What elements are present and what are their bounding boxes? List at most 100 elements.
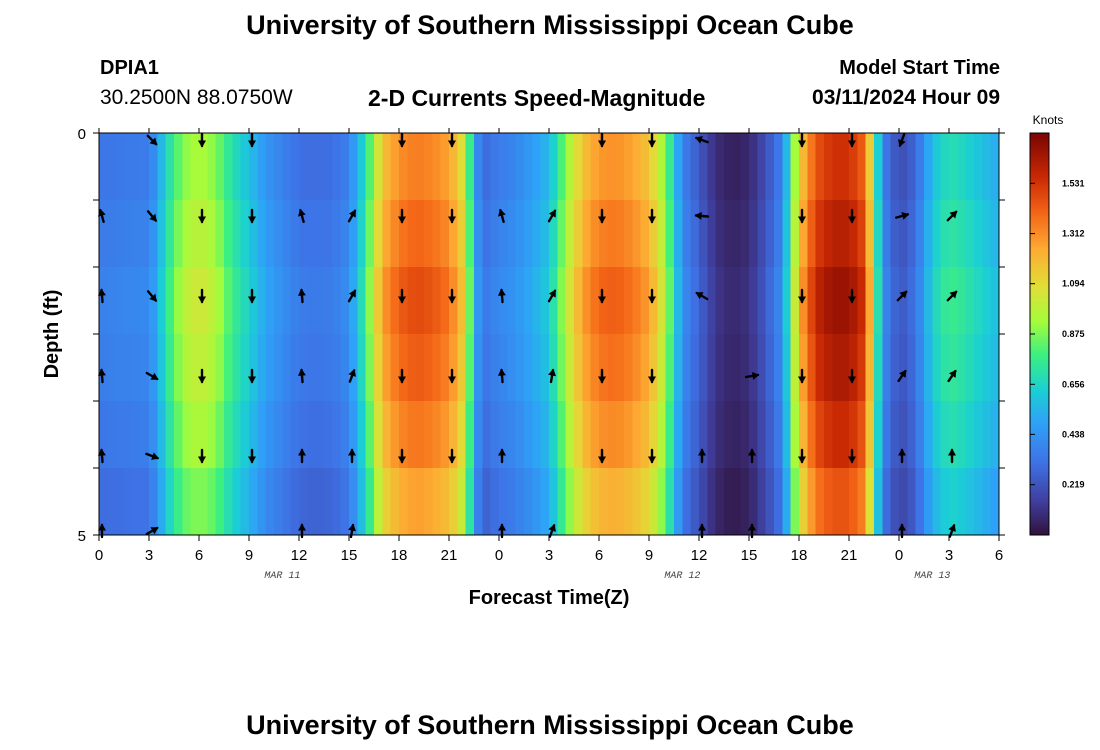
heatmap-cell bbox=[657, 468, 667, 536]
heatmap-cell bbox=[224, 200, 233, 268]
heatmap-cell bbox=[232, 468, 242, 536]
heatmap-cell bbox=[949, 267, 958, 335]
heatmap-cell bbox=[832, 133, 842, 201]
heatmap-cell bbox=[707, 200, 717, 268]
heatmap-cell bbox=[432, 200, 442, 268]
x-tick-label: 12 bbox=[691, 547, 708, 564]
heatmap-cell bbox=[907, 267, 917, 335]
heatmap-cell bbox=[99, 468, 108, 536]
heatmap-cell bbox=[224, 468, 233, 536]
heatmap-cell bbox=[590, 133, 600, 201]
heatmap-cell bbox=[424, 200, 433, 268]
heatmap-cell bbox=[824, 334, 833, 402]
heatmap-cell bbox=[274, 468, 283, 536]
heatmap-cell bbox=[640, 468, 650, 536]
heatmap-cell bbox=[990, 133, 1000, 201]
heatmap-cell bbox=[924, 267, 933, 335]
heatmap-cell bbox=[507, 200, 517, 268]
heatmap-cell bbox=[290, 267, 300, 335]
heatmap-cell bbox=[332, 267, 342, 335]
heatmap-cell bbox=[199, 133, 208, 201]
heatmap-cell bbox=[440, 133, 450, 201]
heatmap-cell bbox=[974, 200, 983, 268]
heatmap-cell bbox=[682, 468, 692, 536]
heatmap-cell bbox=[840, 267, 850, 335]
date-label: MAR 12 bbox=[664, 571, 700, 582]
heatmap-cell bbox=[615, 334, 625, 402]
heatmap-cell bbox=[240, 200, 250, 268]
heatmap-cell bbox=[782, 133, 792, 201]
heatmap-cell bbox=[740, 267, 750, 335]
heatmap-cell bbox=[790, 401, 800, 469]
heatmap-cell bbox=[324, 334, 333, 402]
heatmap-cell bbox=[632, 267, 642, 335]
heatmap-cell bbox=[415, 133, 425, 201]
x-tick-label: 6 bbox=[995, 547, 1003, 564]
heatmap-cell bbox=[415, 334, 425, 402]
heatmap-cell bbox=[365, 267, 375, 335]
heatmap-cell bbox=[582, 267, 592, 335]
heatmap-cell bbox=[665, 267, 675, 335]
heatmap-cell bbox=[624, 334, 633, 402]
heatmap-cell bbox=[715, 334, 725, 402]
heatmap-cell bbox=[482, 334, 492, 402]
heatmap-cell bbox=[349, 401, 358, 469]
current-vector-arrow bbox=[398, 208, 406, 224]
current-vector-arrow bbox=[347, 209, 357, 223]
heatmap-cell bbox=[149, 133, 158, 201]
x-axis: 0 3 6 9 12 15 18 21 0 3 6 9 12 15 18 21 0 3 6 MAR 11 MAR 12 M… bbox=[95, 128, 1003, 582]
heatmap-cell bbox=[874, 200, 883, 268]
heatmap-cell bbox=[715, 200, 725, 268]
heatmap-cell bbox=[332, 401, 342, 469]
heatmap-cell bbox=[907, 133, 917, 201]
heatmap-cell bbox=[115, 334, 125, 402]
heatmap-cell bbox=[440, 267, 450, 335]
heatmap-cell bbox=[932, 267, 942, 335]
heatmap-cell bbox=[574, 334, 583, 402]
colorbar-label: Knots bbox=[1033, 113, 1064, 127]
current-vector-arrow bbox=[248, 132, 256, 148]
heatmap-cell bbox=[857, 133, 867, 201]
heatmap-cell bbox=[399, 200, 408, 268]
heatmap-cell bbox=[590, 401, 600, 469]
heatmap-cell bbox=[174, 401, 183, 469]
heatmap-cell bbox=[415, 267, 425, 335]
heatmap-cell bbox=[632, 200, 642, 268]
heatmap-cell bbox=[290, 200, 300, 268]
heatmap-cell bbox=[490, 401, 500, 469]
heatmap-cell bbox=[657, 267, 667, 335]
heatmap-cell bbox=[940, 334, 950, 402]
heatmap-cell bbox=[532, 267, 542, 335]
heatmap-cell bbox=[240, 401, 250, 469]
heatmap-cell bbox=[282, 200, 292, 268]
heatmap-cell bbox=[449, 401, 458, 469]
heatmap-cell bbox=[882, 200, 892, 268]
heatmap-cell bbox=[157, 468, 167, 536]
heatmap-cell bbox=[524, 133, 533, 201]
heatmap-cell bbox=[790, 267, 800, 335]
heatmap-cell bbox=[674, 200, 683, 268]
heatmap-cell bbox=[957, 133, 967, 201]
heatmap-cell bbox=[115, 468, 125, 536]
heatmap-cell bbox=[907, 334, 917, 402]
heatmap-cell bbox=[790, 334, 800, 402]
heatmap-cell bbox=[715, 468, 725, 536]
heatmap-cell bbox=[374, 334, 383, 402]
heatmap-cell bbox=[382, 200, 392, 268]
heatmap-cell bbox=[882, 401, 892, 469]
heatmap-cell bbox=[182, 334, 192, 402]
heatmap-cell bbox=[307, 200, 317, 268]
heatmap-cell bbox=[365, 468, 375, 536]
heatmap-cell bbox=[682, 334, 692, 402]
heatmap-cell bbox=[790, 133, 800, 201]
x-tick-label: 15 bbox=[341, 547, 358, 564]
heatmap-cell bbox=[340, 401, 350, 469]
heatmap-cell bbox=[340, 468, 350, 536]
heatmap-cell bbox=[215, 468, 225, 536]
heatmap-cell bbox=[149, 468, 158, 536]
heatmap-cell bbox=[949, 334, 958, 402]
heatmap-cell bbox=[874, 267, 883, 335]
heatmap-cell bbox=[140, 200, 150, 268]
heatmap-cell bbox=[732, 133, 742, 201]
heatmap-cell bbox=[915, 267, 925, 335]
